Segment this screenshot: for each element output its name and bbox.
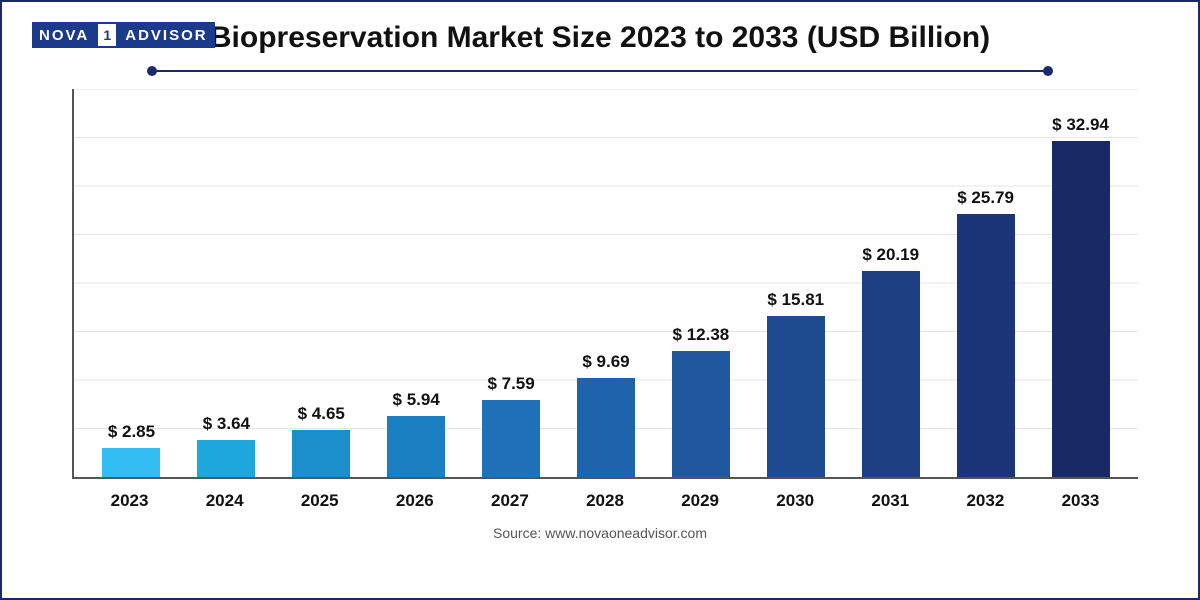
bar-rect	[1052, 141, 1110, 477]
plot-area: $ 2.85 $ 3.64 $ 4.65 $ 5.94 $ 7.59 $ 9.69 $ 12…	[72, 89, 1138, 479]
bar-column: $ 20.19	[843, 89, 938, 477]
bar-value-label: $ 4.65	[298, 404, 345, 424]
bar-column: $ 5.94	[369, 89, 464, 477]
logo-part-one: 1	[96, 22, 118, 48]
x-axis-label: 2027	[462, 479, 557, 519]
bar-value-label: $ 32.94	[1052, 115, 1109, 135]
bar-column: $ 4.65	[274, 89, 369, 477]
x-axis-label: 2030	[748, 479, 843, 519]
bar-column: $ 12.38	[653, 89, 748, 477]
bar-column: $ 15.81	[748, 89, 843, 477]
bar-column: $ 25.79	[938, 89, 1033, 477]
bar-rect	[102, 448, 160, 477]
underline-dot-right	[1043, 66, 1053, 76]
brand-logo: NOVA 1 ADVISOR	[32, 22, 215, 48]
x-axis-label: 2033	[1033, 479, 1128, 519]
bar-rect	[957, 214, 1015, 477]
x-axis-label: 2026	[367, 479, 462, 519]
bar-value-label: $ 7.59	[487, 374, 534, 394]
logo-part-nova: NOVA	[32, 22, 96, 48]
bar-value-label: $ 20.19	[862, 245, 919, 265]
bar-chart: $ 2.85 $ 3.64 $ 4.65 $ 5.94 $ 7.59 $ 9.69 $ 12…	[72, 89, 1138, 519]
x-axis-label: 2023	[82, 479, 177, 519]
bar-column: $ 2.85	[84, 89, 179, 477]
bar-rect	[577, 378, 635, 477]
bars-container: $ 2.85 $ 3.64 $ 4.65 $ 5.94 $ 7.59 $ 9.69 $ 12…	[74, 89, 1138, 477]
underline-line	[152, 70, 1048, 72]
x-axis: 2023202420252026202720282029203020312032…	[72, 479, 1138, 519]
bar-value-label: $ 25.79	[957, 188, 1014, 208]
bar-rect	[197, 440, 255, 477]
bar-rect	[767, 316, 825, 477]
x-axis-label: 2028	[557, 479, 652, 519]
bar-rect	[482, 400, 540, 477]
bar-column: $ 7.59	[464, 89, 559, 477]
x-axis-label: 2032	[938, 479, 1033, 519]
x-axis-label: 2031	[843, 479, 938, 519]
bar-rect	[387, 416, 445, 477]
bar-value-label: $ 12.38	[673, 325, 730, 345]
chart-frame: NOVA 1 ADVISOR Biopreservation Market Si…	[0, 0, 1200, 600]
bar-value-label: $ 2.85	[108, 422, 155, 442]
x-axis-label: 2029	[653, 479, 748, 519]
title-underline	[152, 65, 1048, 77]
x-axis-label: 2024	[177, 479, 272, 519]
bar-rect	[862, 271, 920, 477]
x-axis-label: 2025	[272, 479, 367, 519]
bar-value-label: $ 15.81	[767, 290, 824, 310]
source-caption: Source: www.novaoneadvisor.com	[32, 525, 1168, 541]
bar-rect	[672, 351, 730, 477]
bar-column: $ 32.94	[1033, 89, 1128, 477]
bar-value-label: $ 9.69	[582, 352, 629, 372]
logo-part-advisor: ADVISOR	[118, 22, 214, 48]
bar-column: $ 3.64	[179, 89, 274, 477]
bar-column: $ 9.69	[559, 89, 654, 477]
bar-rect	[292, 430, 350, 477]
bar-value-label: $ 3.64	[203, 414, 250, 434]
bar-value-label: $ 5.94	[393, 390, 440, 410]
